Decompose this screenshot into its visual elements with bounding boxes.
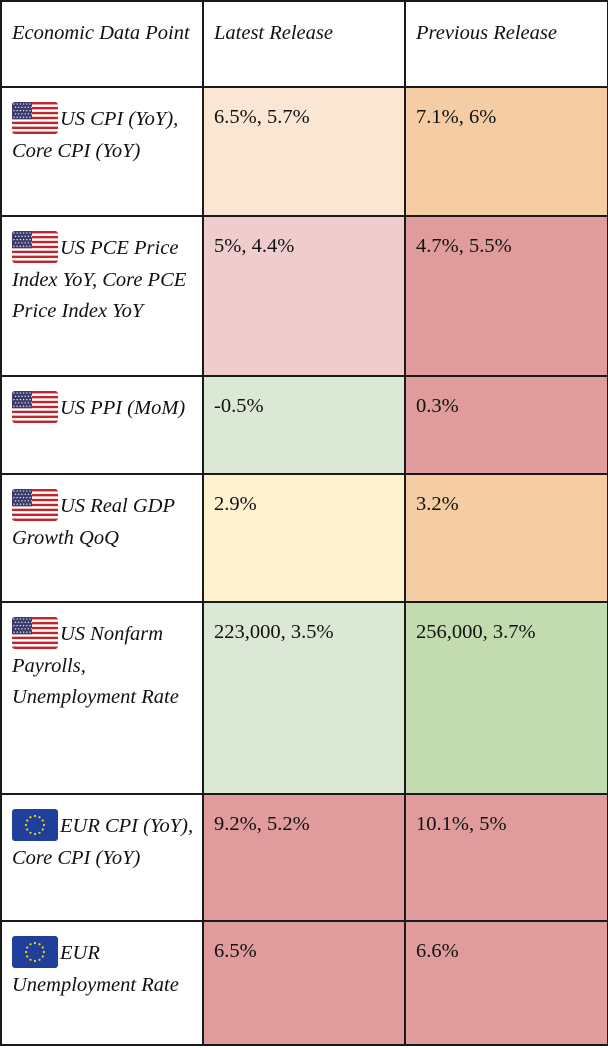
- table-row: EUR CPI (YoY), Core CPI (YoY) 9.2%, 5.2%…: [0, 793, 608, 922]
- table-row: US PPI (MoM) -0.5% 0.3%: [0, 375, 608, 475]
- row-label: US Real GDP Growth QoQ: [12, 495, 175, 549]
- row-label-cell: EUR Unemployment Rate: [0, 920, 204, 1046]
- previous-release-value: 3.2%: [416, 493, 459, 515]
- latest-release-value: 223,000, 3.5%: [214, 621, 334, 643]
- previous-release-cell: 10.1%, 5%: [404, 793, 608, 922]
- row-label: US CPI (YoY), Core CPI (YoY): [12, 108, 179, 162]
- us-flag-icon: [12, 231, 58, 263]
- row-label: US PPI (MoM): [60, 397, 186, 419]
- latest-release-value: 2.9%: [214, 493, 257, 515]
- eu-flag-icon: [12, 936, 58, 968]
- previous-release-cell: 256,000, 3.7%: [404, 601, 608, 795]
- header-latest-release: Latest Release: [202, 0, 406, 88]
- us-flag-icon: [12, 489, 58, 521]
- us-flag-icon: [12, 391, 58, 423]
- latest-release-value: 5%, 4.4%: [214, 235, 295, 257]
- previous-release-value: 4.7%, 5.5%: [416, 235, 512, 257]
- previous-release-value: 0.3%: [416, 395, 459, 417]
- us-flag-icon: [12, 617, 58, 649]
- previous-release-cell: 3.2%: [404, 473, 608, 603]
- header-economic-data-point: Economic Data Point: [0, 0, 204, 88]
- row-label-cell: US Real GDP Growth QoQ: [0, 473, 204, 603]
- header-row: Economic Data Point Latest Release Previ…: [0, 0, 608, 88]
- table-row: US CPI (YoY), Core CPI (YoY) 6.5%, 5.7% …: [0, 86, 608, 217]
- latest-release-cell: 6.5%: [202, 920, 406, 1046]
- previous-release-cell: 6.6%: [404, 920, 608, 1046]
- eu-flag-icon: [12, 809, 58, 841]
- table-row: US Real GDP Growth QoQ 2.9% 3.2%: [0, 473, 608, 603]
- latest-release-cell: 5%, 4.4%: [202, 215, 406, 377]
- table-row: US PCE Price Index YoY, Core PCE Price I…: [0, 215, 608, 377]
- previous-release-value: 6.6%: [416, 940, 459, 962]
- latest-release-cell: 223,000, 3.5%: [202, 601, 406, 795]
- latest-release-cell: 2.9%: [202, 473, 406, 603]
- latest-release-value: -0.5%: [214, 395, 264, 417]
- previous-release-cell: 0.3%: [404, 375, 608, 475]
- previous-release-cell: 7.1%, 6%: [404, 86, 608, 217]
- header-previous-release: Previous Release: [404, 0, 608, 88]
- row-label-cell: US PCE Price Index YoY, Core PCE Price I…: [0, 215, 204, 377]
- previous-release-value: 10.1%, 5%: [416, 813, 507, 835]
- previous-release-cell: 4.7%, 5.5%: [404, 215, 608, 377]
- latest-release-value: 6.5%: [214, 940, 257, 962]
- row-label: US Nonfarm Payrolls, Unemployment Rate: [12, 623, 179, 708]
- row-label-cell: EUR CPI (YoY), Core CPI (YoY): [0, 793, 204, 922]
- previous-release-value: 256,000, 3.7%: [416, 621, 536, 643]
- row-label-cell: US Nonfarm Payrolls, Unemployment Rate: [0, 601, 204, 795]
- latest-release-cell: -0.5%: [202, 375, 406, 475]
- table-row: US Nonfarm Payrolls, Unemployment Rate 2…: [0, 601, 608, 795]
- row-label: EUR CPI (YoY), Core CPI (YoY): [12, 815, 194, 869]
- latest-release-value: 9.2%, 5.2%: [214, 813, 310, 835]
- table-row: EUR Unemployment Rate 6.5% 6.6%: [0, 920, 608, 1046]
- row-label-cell: US PPI (MoM): [0, 375, 204, 475]
- previous-release-value: 7.1%, 6%: [416, 106, 497, 128]
- row-label: US PCE Price Index YoY, Core PCE Price I…: [12, 237, 187, 322]
- latest-release-cell: 9.2%, 5.2%: [202, 793, 406, 922]
- latest-release-value: 6.5%, 5.7%: [214, 106, 310, 128]
- latest-release-cell: 6.5%, 5.7%: [202, 86, 406, 217]
- row-label: EUR Unemployment Rate: [12, 942, 179, 996]
- row-label-cell: US CPI (YoY), Core CPI (YoY): [0, 86, 204, 217]
- us-flag-icon: [12, 102, 58, 134]
